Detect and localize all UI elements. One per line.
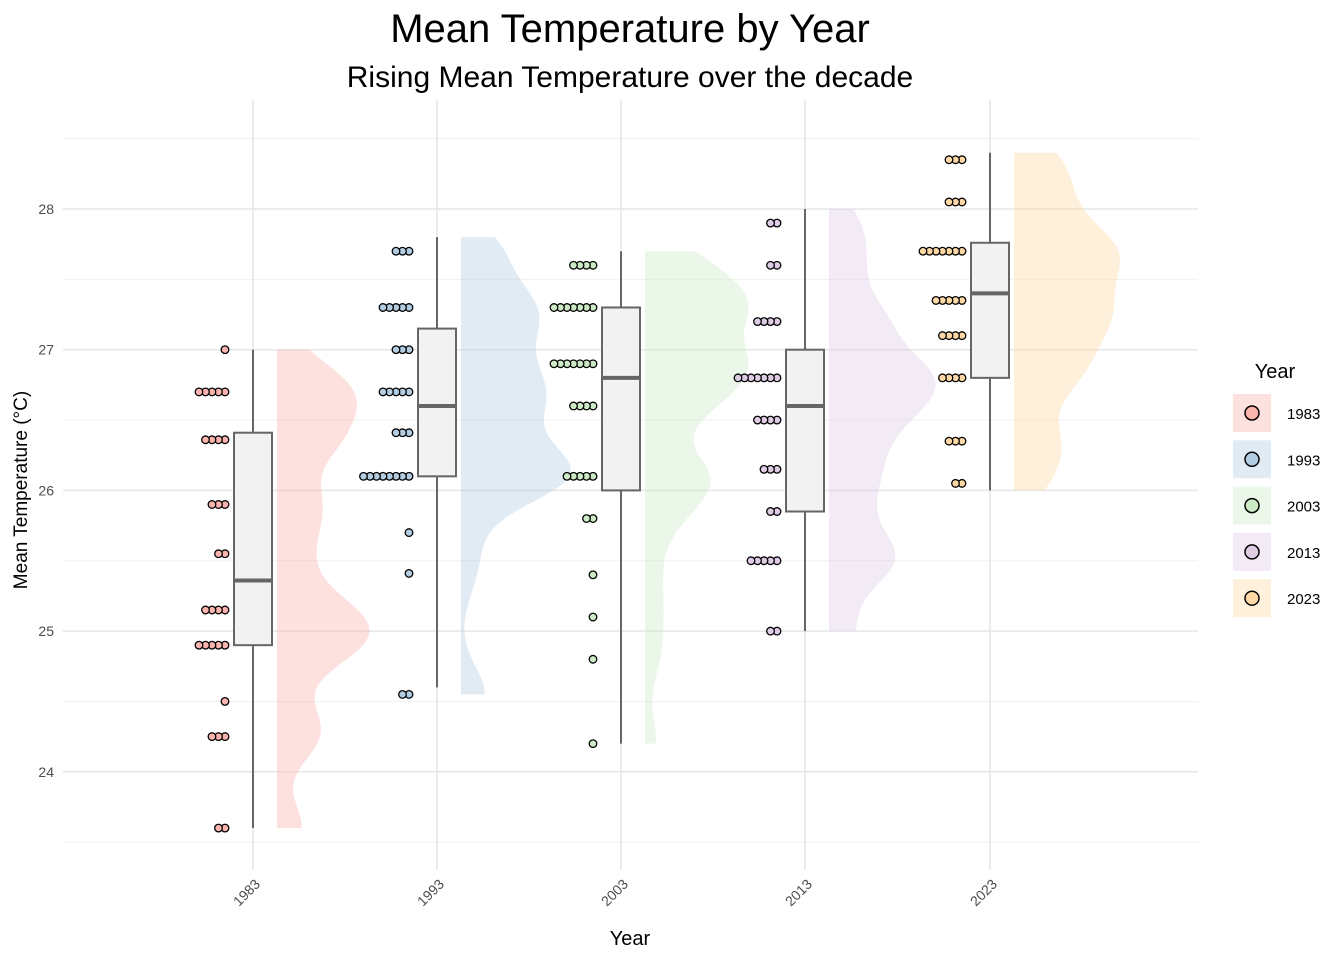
data-point bbox=[588, 612, 598, 622]
chart-title: Mean Temperature by Year bbox=[390, 7, 870, 51]
data-point bbox=[766, 626, 775, 636]
data-point bbox=[549, 359, 559, 369]
x-tick-label: 2003 bbox=[598, 876, 631, 909]
data-point bbox=[391, 428, 401, 438]
box-1983 bbox=[233, 431, 273, 647]
data-point bbox=[944, 197, 954, 207]
data-point bbox=[378, 303, 388, 312]
box-2013 bbox=[785, 348, 825, 513]
y-tick-label: 25 bbox=[38, 623, 54, 639]
data-point bbox=[746, 556, 756, 566]
data-point bbox=[391, 345, 401, 355]
legend: Year 1983 1993 2003 2013 2023 bbox=[1233, 361, 1320, 618]
data-point bbox=[391, 246, 401, 256]
y-tick-label: 28 bbox=[38, 201, 54, 217]
data-point bbox=[201, 435, 210, 445]
data-point bbox=[398, 689, 407, 699]
data-point bbox=[588, 570, 598, 580]
marks bbox=[194, 152, 1121, 833]
x-tick-label: 1983 bbox=[230, 876, 263, 909]
data-point bbox=[220, 697, 230, 706]
x-tick-label: 1993 bbox=[414, 876, 447, 909]
data-point bbox=[378, 387, 388, 397]
data-point bbox=[588, 739, 598, 749]
box-1993 bbox=[417, 327, 457, 478]
data-point bbox=[194, 640, 204, 650]
data-point bbox=[214, 823, 223, 833]
legend-label-2013: 2013 bbox=[1287, 545, 1320, 562]
data-point bbox=[359, 471, 368, 481]
data-point bbox=[404, 528, 414, 538]
data-point bbox=[753, 415, 762, 425]
x-tick-label: 2023 bbox=[967, 876, 1000, 909]
violin-1993 bbox=[461, 237, 571, 695]
data-point bbox=[938, 331, 947, 341]
data-point bbox=[569, 401, 578, 411]
data-point bbox=[753, 317, 762, 327]
data-point bbox=[733, 373, 743, 383]
data-point bbox=[207, 500, 217, 509]
legend-title: Year bbox=[1255, 361, 1296, 383]
box-2023 bbox=[970, 241, 1010, 379]
data-point bbox=[944, 436, 954, 446]
data-point bbox=[220, 345, 230, 355]
data-point bbox=[951, 478, 960, 488]
data-point bbox=[207, 732, 217, 742]
data-point bbox=[944, 155, 954, 165]
box-2003 bbox=[601, 306, 641, 492]
data-point bbox=[918, 246, 928, 256]
y-tick-label: 26 bbox=[38, 482, 54, 498]
data-point bbox=[194, 387, 204, 397]
data-point bbox=[931, 296, 941, 305]
x-tick-label: 2013 bbox=[782, 876, 815, 909]
data-point bbox=[404, 568, 414, 578]
data-point bbox=[766, 260, 775, 270]
legend-marker-1993 bbox=[1244, 451, 1260, 468]
data-point bbox=[588, 654, 598, 664]
legend-marker-2013 bbox=[1244, 544, 1260, 560]
violin-2023 bbox=[1014, 152, 1121, 491]
legend-marker-1983 bbox=[1244, 405, 1260, 421]
violin-1983 bbox=[277, 349, 370, 829]
legend-label-1983: 1983 bbox=[1287, 406, 1320, 423]
data-point bbox=[582, 514, 591, 523]
legend-label-2023: 2023 bbox=[1287, 591, 1320, 608]
data-point bbox=[201, 605, 210, 615]
x-axis-title: Year bbox=[610, 928, 651, 950]
data-point bbox=[549, 303, 559, 312]
legend-marker-2023 bbox=[1244, 590, 1260, 606]
violin-2003 bbox=[645, 251, 749, 744]
y-axis-title: Mean Temperature (°C) bbox=[11, 391, 32, 589]
data-point bbox=[214, 549, 223, 559]
violin-2013 bbox=[829, 209, 936, 632]
chart-subtitle: Rising Mean Temperature over the decade bbox=[347, 61, 913, 94]
y-tick-label: 27 bbox=[38, 342, 54, 358]
legend-marker-2003 bbox=[1244, 497, 1260, 514]
data-point bbox=[766, 507, 775, 516]
data-point bbox=[938, 373, 947, 383]
data-point bbox=[562, 471, 572, 481]
y-tick-label: 24 bbox=[38, 764, 54, 780]
data-point bbox=[569, 260, 578, 270]
data-point bbox=[759, 464, 769, 474]
data-point bbox=[766, 218, 775, 228]
legend-label-2003: 2003 bbox=[1287, 499, 1320, 516]
legend-label-1993: 1993 bbox=[1287, 452, 1320, 469]
